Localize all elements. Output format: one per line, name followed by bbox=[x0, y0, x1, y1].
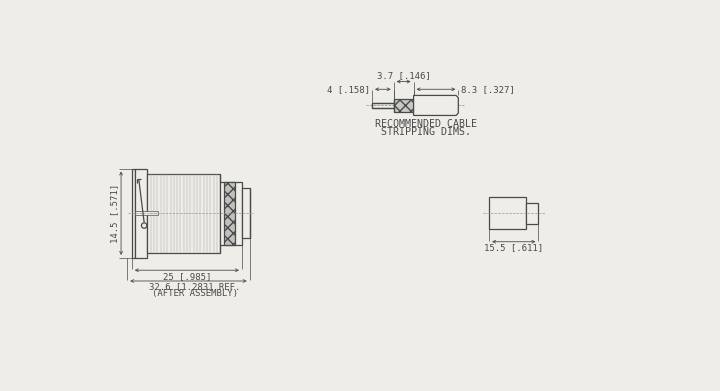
Bar bbox=[220, 182, 242, 244]
Text: (AFTER ASSEMBLY): (AFTER ASSEMBLY) bbox=[152, 289, 238, 298]
Text: 32.6 [1.283] REF.: 32.6 [1.283] REF. bbox=[149, 282, 240, 291]
Text: 4 [.158]: 4 [.158] bbox=[327, 85, 370, 94]
Text: 8.3 [.327]: 8.3 [.327] bbox=[461, 85, 514, 94]
Bar bbox=[372, 103, 394, 108]
Bar bbox=[242, 188, 250, 238]
Text: RECOMMENDED CABLE: RECOMMENDED CABLE bbox=[375, 119, 477, 129]
Bar bbox=[132, 169, 135, 258]
Bar bbox=[148, 174, 220, 253]
Bar bbox=[526, 203, 539, 224]
Bar bbox=[224, 182, 235, 244]
Text: STRIPPING DIMS.: STRIPPING DIMS. bbox=[381, 127, 471, 137]
Text: 25 [.985]: 25 [.985] bbox=[163, 272, 211, 281]
Text: 3.7 [.146]: 3.7 [.146] bbox=[377, 71, 431, 80]
Text: 14.5 [.571]: 14.5 [.571] bbox=[111, 184, 120, 243]
Bar bbox=[489, 197, 526, 230]
Text: 15.5 [.611]: 15.5 [.611] bbox=[484, 243, 544, 252]
Bar bbox=[135, 211, 158, 215]
Bar bbox=[394, 99, 413, 112]
Polygon shape bbox=[413, 95, 459, 115]
Bar bbox=[135, 169, 148, 258]
